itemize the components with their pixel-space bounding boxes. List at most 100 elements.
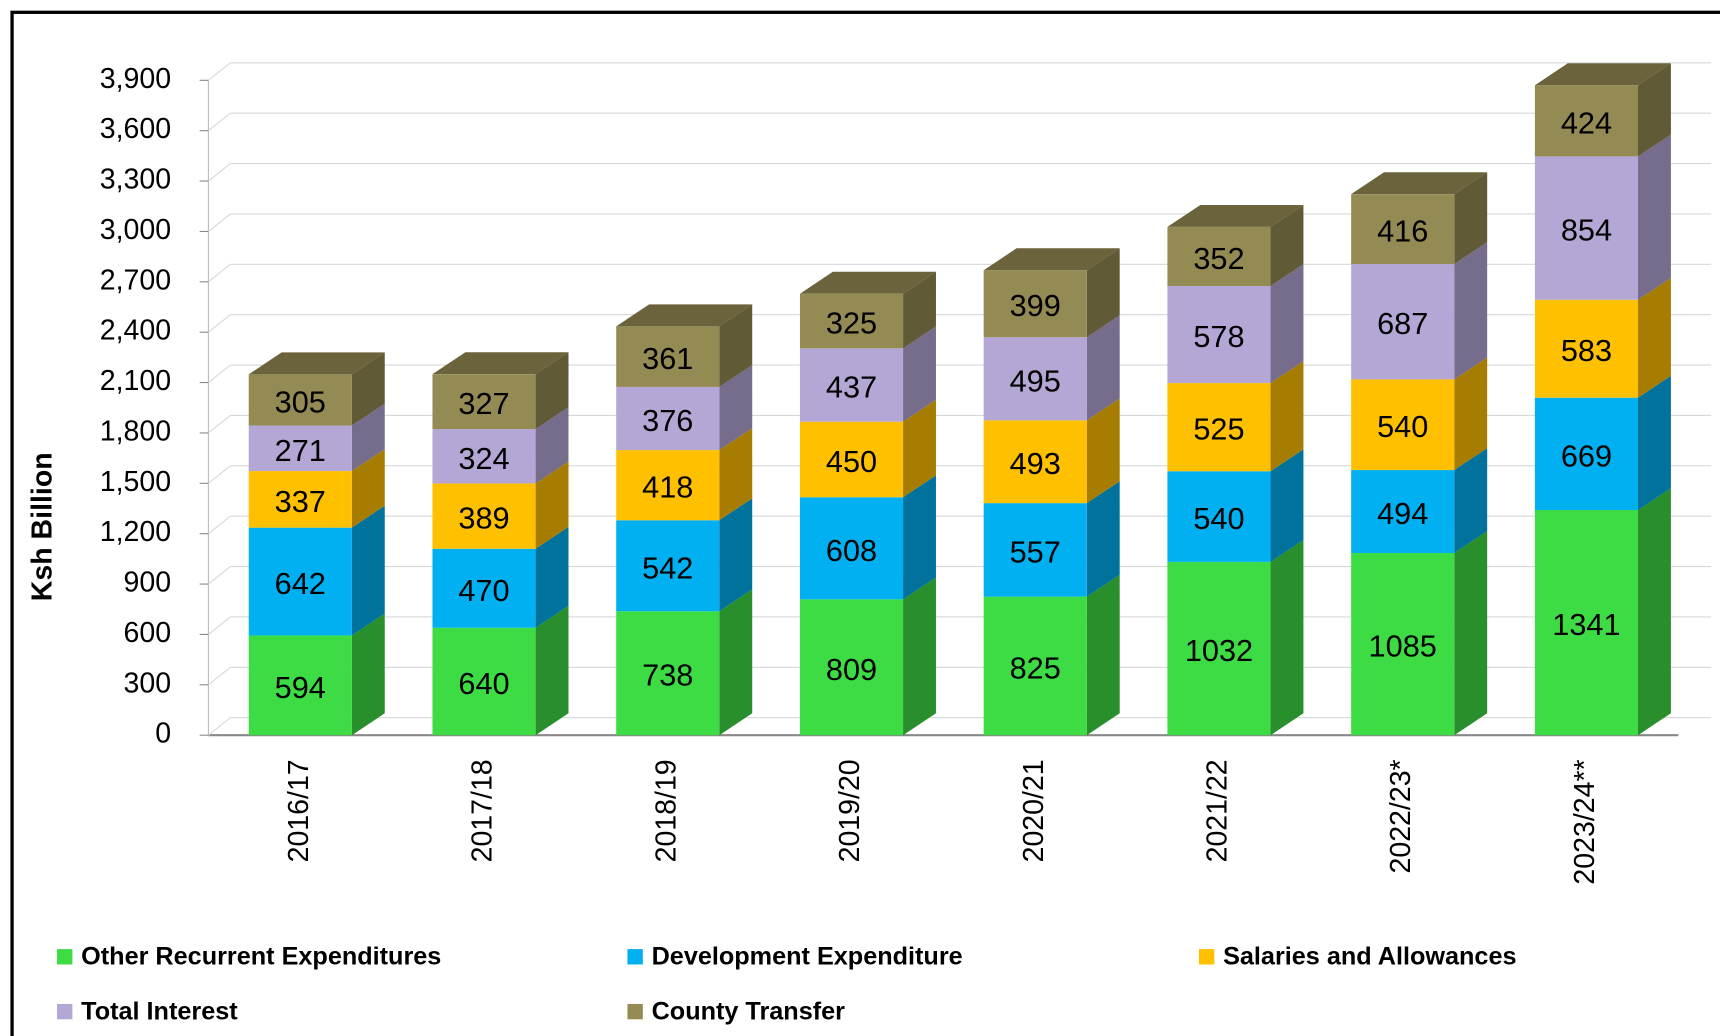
bar <box>248 635 352 736</box>
bar-side <box>1638 277 1671 398</box>
value-label: 470 <box>458 573 509 608</box>
bar-side <box>351 449 385 528</box>
x-tick-label: 2018/19 <box>650 759 682 862</box>
y-tick-label: 1,500 <box>100 466 171 498</box>
value-label: 361 <box>642 341 693 376</box>
value-label: 418 <box>642 470 693 505</box>
grid-side <box>208 566 231 585</box>
bar-side <box>1454 242 1488 380</box>
bar-side <box>351 403 385 472</box>
bar-side <box>1086 248 1120 338</box>
value-label: 1032 <box>1185 633 1253 668</box>
value-label: 450 <box>826 444 877 479</box>
grid-side <box>208 213 231 232</box>
grid-side <box>208 263 231 283</box>
bar <box>799 421 904 498</box>
bar-side <box>1638 63 1671 157</box>
value-label: 557 <box>1010 534 1061 569</box>
bar-side <box>903 577 936 736</box>
bar <box>1351 379 1455 471</box>
x-tick-label: 2021/22 <box>1202 759 1234 862</box>
bar-side <box>903 399 936 498</box>
y-tick-label: 1,800 <box>100 415 171 447</box>
bar <box>616 326 720 387</box>
bar-side <box>351 505 385 636</box>
bar-side <box>535 407 569 484</box>
value-label: 608 <box>826 533 877 568</box>
bar-side <box>351 352 385 426</box>
bar-top <box>248 352 385 375</box>
value-label: 324 <box>458 441 509 476</box>
y-tick-label: 1,200 <box>100 516 171 548</box>
bar <box>1351 264 1455 380</box>
value-label: 325 <box>826 306 877 341</box>
bar-side <box>1270 361 1304 472</box>
bar <box>1167 561 1271 736</box>
value-label: 352 <box>1193 241 1244 276</box>
bar-top <box>983 248 1120 271</box>
bar-side <box>903 475 936 600</box>
bar-side <box>719 589 753 736</box>
bar-top <box>799 271 936 294</box>
bar-side <box>719 304 753 387</box>
bar-top <box>1167 204 1304 227</box>
bar-side <box>1454 172 1488 265</box>
grid-side <box>208 314 231 333</box>
bar <box>1351 194 1455 265</box>
legend-swatch <box>627 949 643 965</box>
value-label: 640 <box>458 666 509 701</box>
value-label: 540 <box>1193 501 1244 536</box>
bar <box>1534 397 1639 511</box>
value-label: 738 <box>642 658 693 693</box>
bar-side <box>1638 488 1671 736</box>
legend-swatch <box>57 949 73 965</box>
value-label: 825 <box>1010 650 1061 685</box>
y-tick-label: 3,300 <box>100 164 171 196</box>
value-label: 305 <box>275 384 326 419</box>
value-label: 525 <box>1193 412 1244 447</box>
y-tick-label: 300 <box>124 667 172 699</box>
grid-side <box>208 112 231 132</box>
bar-side <box>1270 539 1304 736</box>
legend-label: County Transfer <box>652 997 846 1025</box>
bar <box>1534 85 1639 157</box>
bar-side <box>903 326 936 422</box>
bar-side <box>1086 398 1120 504</box>
bar <box>983 337 1087 421</box>
bar <box>799 348 904 422</box>
value-label: 809 <box>826 652 877 687</box>
legend-label: Salaries and Allowances <box>1223 943 1516 971</box>
bar <box>1534 510 1639 736</box>
bar <box>248 527 352 636</box>
value-label: 669 <box>1561 438 1612 473</box>
value-label: 416 <box>1377 214 1428 249</box>
bar <box>799 497 904 600</box>
bar-side <box>535 461 569 549</box>
bar <box>1351 553 1455 736</box>
bar <box>1167 383 1271 472</box>
bar-side <box>903 271 936 349</box>
bar <box>248 471 352 528</box>
bar-top <box>1351 172 1488 195</box>
bar-side <box>1086 315 1120 421</box>
x-tick-label: 2019/20 <box>834 759 866 862</box>
bar-side <box>535 352 569 430</box>
legend-swatch <box>627 1003 643 1020</box>
value-label: 495 <box>1010 363 1061 398</box>
y-tick-label: 2,700 <box>100 264 171 296</box>
bar-side <box>1638 134 1671 300</box>
y-tick-label: 3,000 <box>100 214 171 246</box>
value-label: 337 <box>275 484 326 519</box>
bar-side <box>1270 449 1304 562</box>
frame <box>10 10 1720 1036</box>
x-tick-label: 2020/21 <box>1018 759 1050 862</box>
y-tick-label: 900 <box>124 567 172 599</box>
y-tick-label: 0 <box>155 718 171 750</box>
bar <box>432 429 536 484</box>
value-label: 494 <box>1377 496 1428 531</box>
legend-swatch <box>1198 949 1215 965</box>
bar <box>799 293 904 349</box>
bar-top <box>616 304 753 327</box>
bar <box>1167 471 1271 562</box>
